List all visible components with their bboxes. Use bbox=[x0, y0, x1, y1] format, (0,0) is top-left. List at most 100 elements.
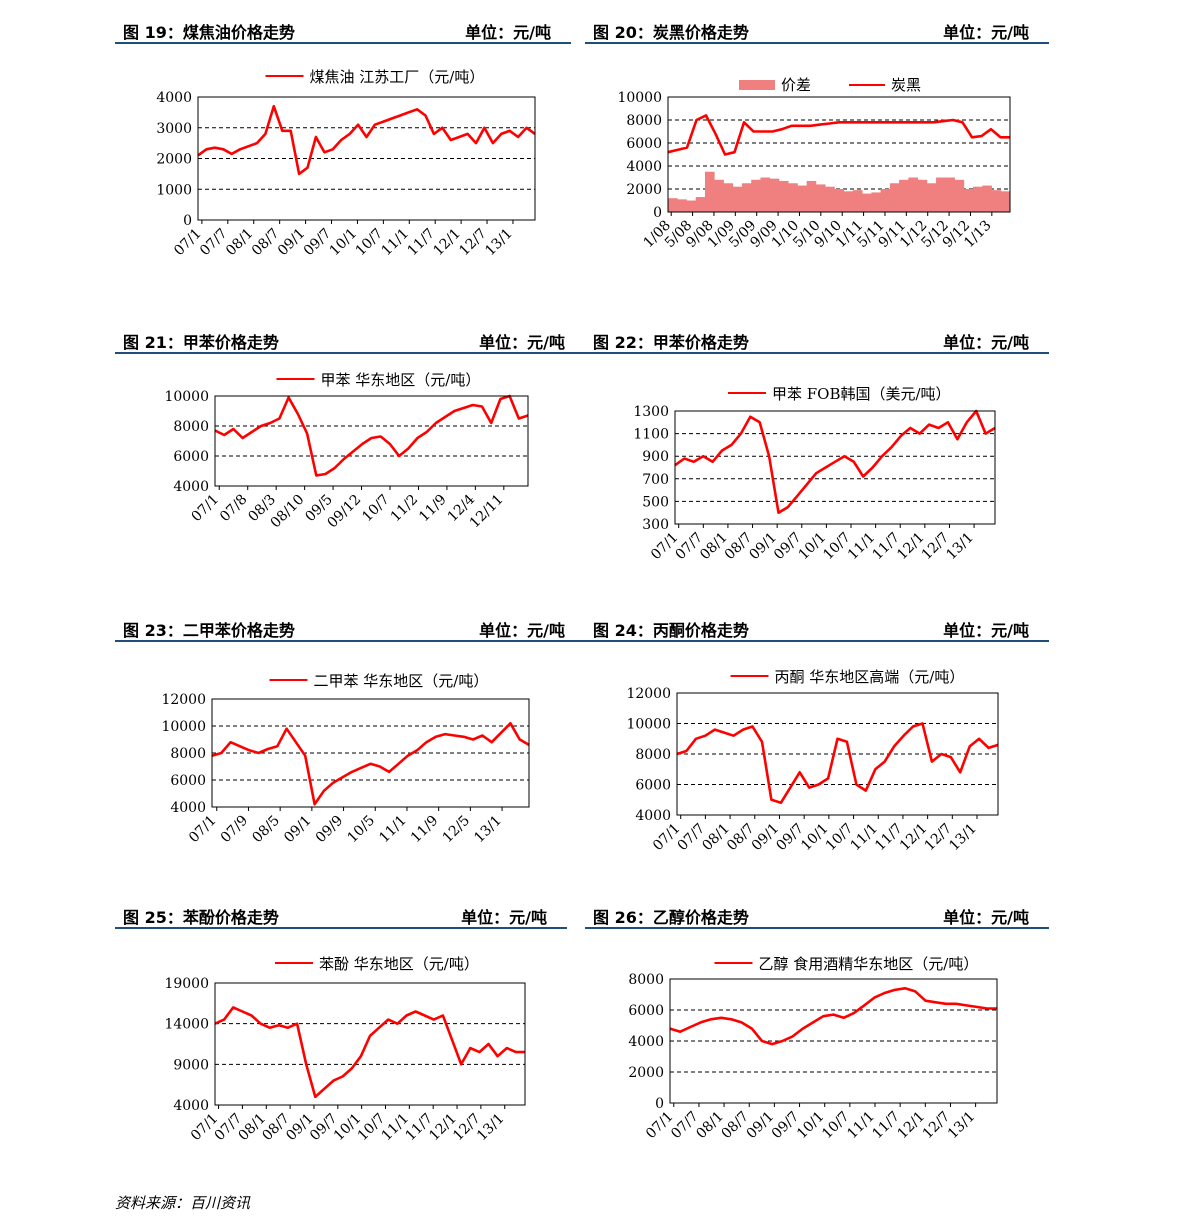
y-tick-label: 12000 bbox=[161, 692, 206, 708]
x-tick-label: 08/1 bbox=[699, 821, 733, 855]
series-line bbox=[669, 986, 997, 1046]
bar bbox=[852, 190, 863, 212]
y-tick-label: 14000 bbox=[164, 1017, 209, 1033]
bar bbox=[926, 183, 937, 212]
x-tick-label: 08/5 bbox=[249, 813, 283, 847]
bar bbox=[714, 179, 724, 212]
y-tick-label: 4000 bbox=[635, 808, 671, 824]
y-tick-label: 6000 bbox=[628, 1003, 664, 1019]
x-tick-label: 09/7 bbox=[773, 821, 807, 855]
y-tick-label: 10000 bbox=[617, 90, 662, 106]
plot-frame bbox=[211, 698, 530, 808]
figure-24-header: 图 24：丙酮价格走势 单位：元/吨 bbox=[585, 614, 1049, 642]
x-tick-label: 10/1 bbox=[798, 821, 832, 855]
x-tick-label: 10/5 bbox=[345, 813, 379, 847]
figure-26-unit: 单位：元/吨 bbox=[943, 908, 1029, 927]
bar bbox=[788, 183, 798, 212]
bar bbox=[778, 180, 789, 212]
figure-19-header: 图 19：煤焦油价格走势 单位：元/吨 bbox=[115, 16, 571, 44]
figure-21-header: 图 21：甲苯价格走势 单位：元/吨 bbox=[115, 326, 585, 354]
x-tick-label: 11/7 bbox=[872, 821, 906, 855]
series-line bbox=[214, 1006, 525, 1099]
x-tick-label: 13/1 bbox=[474, 1111, 508, 1145]
y-tick-label: 8000 bbox=[170, 746, 206, 762]
y-tick-label: 0 bbox=[183, 213, 192, 229]
x-tick-label: 08/7 bbox=[724, 821, 758, 855]
chart-toluene-fob-korea: 300 500 700 900 1100 1300 07/107/708/108/709/1… bbox=[633, 385, 996, 564]
figure-19-unit: 单位：元/吨 bbox=[465, 23, 551, 42]
x-tick-label: 07/9 bbox=[218, 813, 252, 847]
x-tick-label: 07/7 bbox=[673, 530, 707, 564]
y-tick-label: 4000 bbox=[156, 90, 192, 106]
x-tick-label: 12/7 bbox=[920, 1109, 954, 1143]
series-line bbox=[676, 722, 999, 805]
bar bbox=[668, 198, 678, 212]
x-tick-label: 11/7 bbox=[870, 530, 904, 564]
x-tick-label: 10/7 bbox=[819, 1109, 853, 1143]
plot-frame bbox=[669, 978, 998, 1104]
x-tick-label: 10/1 bbox=[327, 226, 361, 260]
y-tick-label: 10000 bbox=[161, 719, 206, 735]
bar bbox=[973, 186, 983, 212]
series-line bbox=[211, 722, 530, 806]
series-line bbox=[214, 394, 529, 477]
x-tick-label: 11/1 bbox=[376, 813, 410, 847]
bar bbox=[732, 186, 743, 212]
x-tick-label: 12/5 bbox=[440, 813, 474, 847]
y-tick-label: 1100 bbox=[633, 427, 669, 443]
x-tick-label: 09/7 bbox=[771, 530, 805, 564]
x-tick-label: 13/1 bbox=[471, 813, 505, 847]
y-tick-label: 1300 bbox=[633, 404, 669, 420]
y-tick-label: 6000 bbox=[170, 773, 206, 789]
bar bbox=[871, 192, 881, 212]
y-tick-label: 500 bbox=[642, 494, 669, 510]
x-tick-label: 12/7 bbox=[456, 226, 490, 260]
bar bbox=[723, 183, 734, 212]
x-tick-label: 09/1 bbox=[275, 226, 309, 260]
x-tick-label: 08/1 bbox=[697, 530, 731, 564]
x-tick-label: 07/1 bbox=[643, 1109, 677, 1143]
x-tick-label: 09/7 bbox=[301, 226, 335, 260]
figure-21-title: 图 21：甲苯价格走势 bbox=[123, 333, 279, 352]
x-tick-label: 11/1 bbox=[845, 530, 879, 564]
legend-label: 乙醇 食用酒精华东地区（元/吨） bbox=[759, 955, 979, 973]
bar bbox=[954, 179, 965, 212]
x-tick-label: 09/1 bbox=[749, 821, 783, 855]
plot-frame bbox=[667, 96, 1011, 213]
x-tick-label: 09/1 bbox=[281, 813, 315, 847]
legend-label: 丙酮 华东地区高端（元/吨） bbox=[775, 668, 965, 686]
x-tick-label: 13/1 bbox=[943, 530, 977, 564]
figure-20-title: 图 20：炭黑价格走势 bbox=[593, 23, 749, 42]
bar bbox=[1000, 191, 1011, 212]
y-tick-label: 2000 bbox=[628, 1065, 664, 1081]
bar bbox=[797, 185, 808, 212]
x-tick-label: 12/1 bbox=[895, 1109, 929, 1143]
bar bbox=[843, 191, 854, 212]
x-tick-label: 10/7 bbox=[359, 492, 393, 526]
x-tick-label: 10/7 bbox=[823, 821, 857, 855]
chart-toluene-east-china: 4000600080001000007/107/808/308/1009/509… bbox=[164, 371, 529, 531]
x-tick-label: 08/1 bbox=[693, 1109, 727, 1143]
y-tick-label: 4000 bbox=[173, 1098, 209, 1114]
x-tick-label: 11/7 bbox=[404, 226, 438, 260]
figure-22-unit: 单位：元/吨 bbox=[943, 333, 1029, 352]
source-note: 资料来源：百川资讯 bbox=[115, 1194, 251, 1212]
bar bbox=[704, 171, 715, 212]
y-tick-label: 8000 bbox=[626, 113, 662, 129]
y-tick-label: 10000 bbox=[626, 717, 671, 733]
plot-frame bbox=[197, 96, 536, 221]
x-tick-label: 08/1 bbox=[223, 226, 257, 260]
figure-24-title: 图 24：丙酮价格走势 bbox=[593, 621, 749, 640]
x-tick-label: 11/2 bbox=[388, 492, 422, 526]
x-tick-label: 12/1 bbox=[430, 226, 464, 260]
y-tick-label: 8000 bbox=[628, 972, 664, 988]
figure-22-title: 图 22：甲苯价格走势 bbox=[593, 333, 749, 352]
bar bbox=[760, 177, 771, 212]
legend-label: 价差 bbox=[781, 76, 811, 94]
chart-phenol: 40009000140001900007/107/708/108/709/109… bbox=[164, 955, 526, 1145]
bar bbox=[769, 178, 780, 212]
x-tick-label: 11/9 bbox=[408, 813, 442, 847]
x-tick-label: 09/1 bbox=[744, 1109, 778, 1143]
x-tick-label: 12/7 bbox=[922, 821, 956, 855]
chart-xylene: 4000 6000 8000 10000 12000 07/107/908/509/109… bbox=[161, 672, 530, 847]
